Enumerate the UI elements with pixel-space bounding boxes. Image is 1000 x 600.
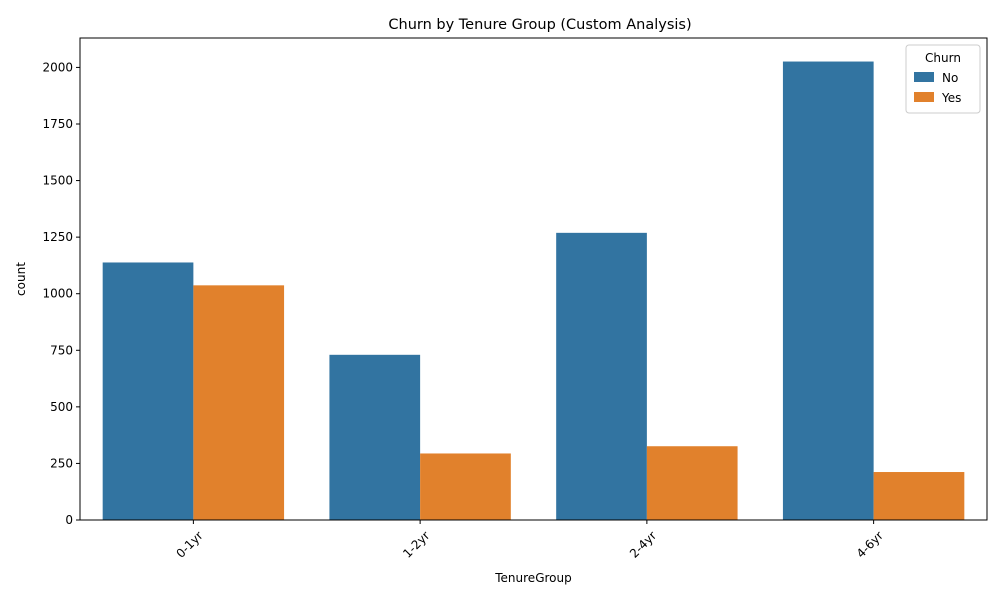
bar-no-2 bbox=[556, 232, 647, 521]
bar-no-1 bbox=[329, 354, 421, 520]
y-tick-label: 750 bbox=[50, 343, 73, 357]
bar-no-0 bbox=[102, 262, 194, 520]
legend-label-yes: Yes bbox=[941, 91, 961, 105]
x-tick-label: 2-4yr bbox=[627, 528, 659, 560]
x-tick-label: 1-2yr bbox=[400, 528, 432, 560]
y-tick-label: 0 bbox=[65, 513, 73, 527]
legend-label-no: No bbox=[942, 71, 958, 85]
x-tick-label: 4-6yr bbox=[854, 528, 886, 560]
bar-no-3 bbox=[782, 61, 874, 520]
legend-title: Churn bbox=[925, 51, 961, 65]
legend-swatch-yes bbox=[914, 92, 934, 102]
x-axis: 0-1yr 1-2yr 2-4yr 4-6yr bbox=[173, 520, 886, 561]
y-axis: 0 250 500 750 1000 1250 1500 1750 2000 bbox=[42, 60, 80, 527]
y-tick-label: 500 bbox=[50, 400, 73, 414]
legend: Churn No Yes bbox=[905, 44, 981, 114]
y-tick-label: 2000 bbox=[42, 60, 73, 74]
y-tick-label: 250 bbox=[50, 456, 73, 470]
chart-title: Churn by Tenure Group (Custom Analysis) bbox=[388, 17, 691, 33]
bar-yes-3 bbox=[873, 472, 965, 520]
bar-yes-0 bbox=[193, 285, 285, 520]
y-tick-label: 1500 bbox=[42, 174, 73, 188]
y-tick-label: 1000 bbox=[42, 287, 73, 301]
x-axis-label: TenureGroup bbox=[494, 571, 571, 585]
y-axis-label: count bbox=[14, 262, 28, 296]
bar-yes-1 bbox=[420, 453, 511, 520]
bar-yes-2 bbox=[646, 446, 738, 520]
y-tick-label: 1250 bbox=[42, 230, 73, 244]
y-tick-label: 1750 bbox=[42, 117, 73, 131]
plot-frame bbox=[79, 37, 988, 521]
legend-swatch-no bbox=[914, 72, 934, 82]
x-tick-label: 0-1yr bbox=[173, 528, 205, 560]
bars-group bbox=[102, 61, 965, 521]
